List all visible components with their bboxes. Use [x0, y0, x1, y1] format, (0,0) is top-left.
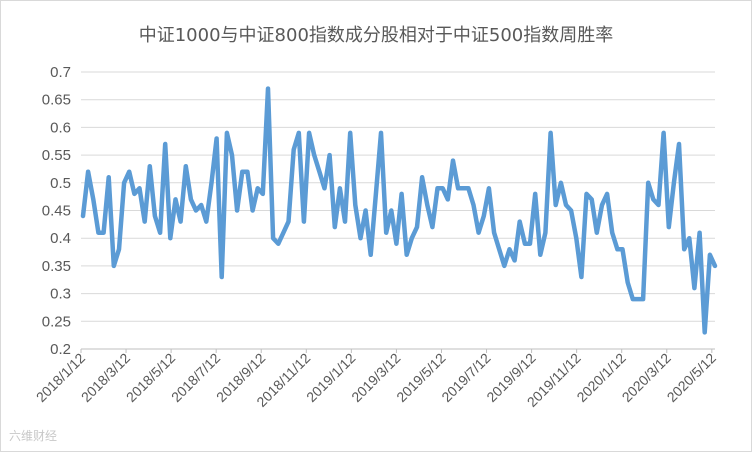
y-tick-label: 0.2 [50, 341, 71, 358]
y-tick-label: 0.65 [42, 92, 71, 109]
chart-title: 中证1000与中证800指数成分股相对于中证500指数周胜率 [138, 25, 614, 46]
y-tick-label: 0.6 [50, 119, 71, 136]
y-tick-label: 0.7 [50, 64, 71, 81]
y-tick-label: 0.5 [50, 175, 71, 192]
y-tick-label: 0.45 [42, 203, 71, 220]
y-tick-label: 0.55 [42, 147, 71, 164]
y-tick-label: 0.3 [50, 286, 71, 303]
y-tick-label: 0.4 [50, 230, 71, 247]
series-line [80, 86, 718, 335]
y-tick-label: 0.35 [42, 258, 71, 275]
x-tick-label: 2020/5/12 [664, 350, 720, 406]
y-tick-label: 0.25 [42, 313, 71, 330]
watermark: 六维财经 [9, 429, 58, 443]
